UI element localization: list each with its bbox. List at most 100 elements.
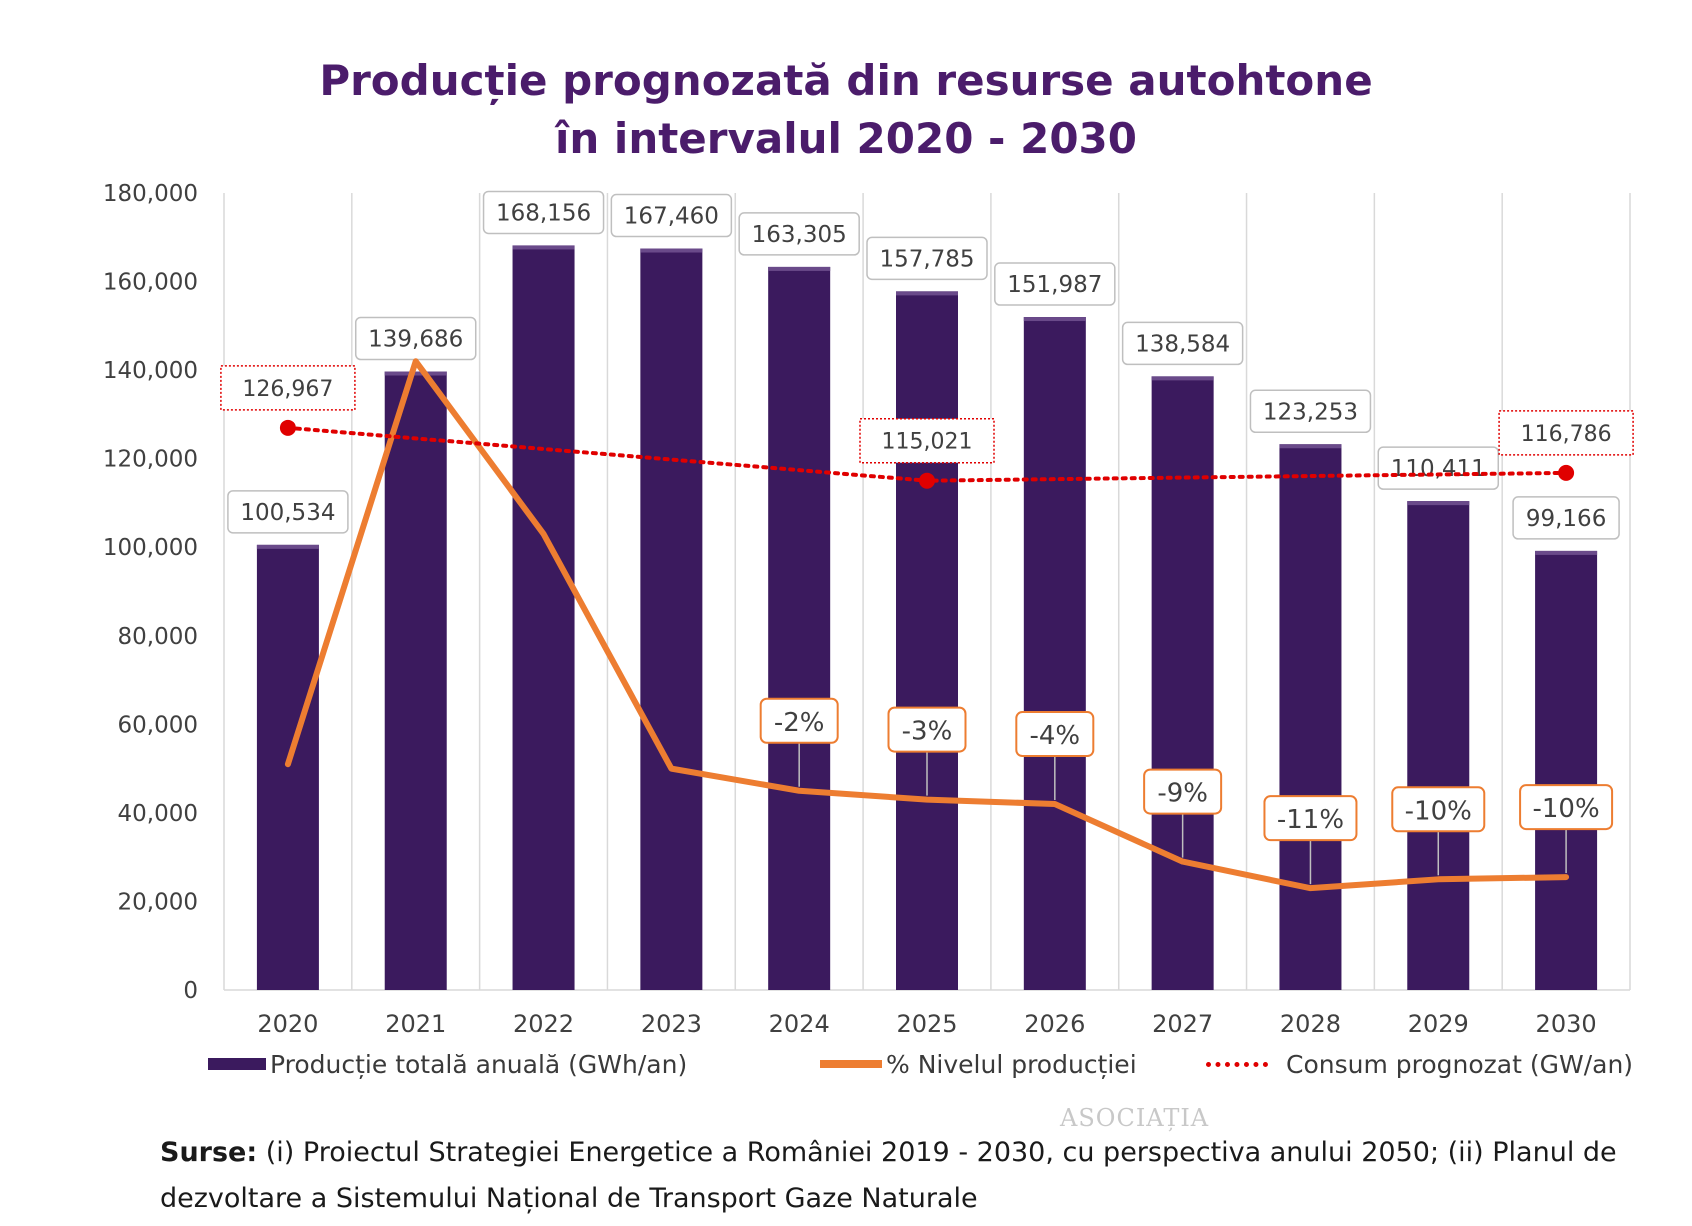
bar-top-edge bbox=[768, 266, 831, 271]
bar-data-label-box bbox=[738, 212, 860, 256]
consumption-label-box bbox=[1498, 410, 1634, 456]
line-point bbox=[1053, 803, 1056, 806]
line-point bbox=[414, 360, 417, 363]
y-tick-label: 40,000 bbox=[118, 801, 198, 827]
bar-production bbox=[896, 291, 958, 990]
bar-production bbox=[1023, 317, 1086, 990]
source-label: Surse: bbox=[160, 1137, 258, 1168]
y-tick-label: 0 bbox=[183, 978, 198, 1004]
legend-dotted-swatch bbox=[1206, 1061, 1268, 1067]
bar-top-edge bbox=[384, 371, 447, 376]
consumption-label: 116,786 bbox=[1521, 422, 1612, 447]
y-tick-label: 120,000 bbox=[103, 447, 198, 473]
watermark: ASOCIAȚIA bbox=[1060, 1104, 1210, 1132]
bar-data-label: 110,411 bbox=[1391, 456, 1486, 482]
bar-top-edge bbox=[256, 544, 319, 549]
bar-production bbox=[1407, 501, 1470, 990]
consumption-label-box bbox=[859, 417, 995, 464]
source-note: Surse: (i) Proiectul Strategiei Energeti… bbox=[160, 1130, 1640, 1222]
bar-production bbox=[640, 248, 703, 990]
percent-label-box bbox=[1519, 784, 1614, 831]
bar-top-edge bbox=[1535, 550, 1598, 555]
chart-title: Producție prognozată din resurse autohto… bbox=[0, 52, 1692, 168]
legend-label-level: % Nivelul producției bbox=[886, 1049, 1137, 1079]
percent-label-box bbox=[1143, 768, 1223, 815]
bar-top-edge bbox=[640, 248, 703, 253]
x-tick-label: 2020 bbox=[257, 1010, 318, 1038]
legend-label-production: Producție totală anuală (GWh/an) bbox=[270, 1049, 688, 1079]
bar-top-edge bbox=[896, 291, 958, 296]
bar-data-label: 138,584 bbox=[1135, 331, 1230, 357]
y-tick-label: 100,000 bbox=[103, 535, 198, 561]
bar-data-label: 163,305 bbox=[752, 222, 847, 248]
bar-data-label-box bbox=[1249, 389, 1372, 434]
consumption-point bbox=[919, 472, 935, 489]
bar-data-label-box bbox=[610, 193, 733, 238]
percent-label-box bbox=[1015, 711, 1095, 758]
bar-production bbox=[384, 371, 447, 990]
bar-top-edge bbox=[1023, 317, 1086, 322]
source-text: (i) Proiectul Strategiei Energetice a Ro… bbox=[160, 1137, 1617, 1214]
bar-top-edge bbox=[1407, 501, 1470, 506]
bar-data-label-box bbox=[1512, 496, 1620, 540]
line-point bbox=[670, 767, 673, 770]
bar-production bbox=[512, 245, 575, 990]
bar-production bbox=[1151, 376, 1214, 990]
bar-production bbox=[768, 266, 831, 990]
bar-data-label: 157,785 bbox=[879, 246, 974, 272]
bar-data-label-box bbox=[482, 190, 605, 235]
line-point bbox=[926, 798, 928, 801]
line-point bbox=[286, 763, 289, 766]
legend-item-level: % Nivelul producției bbox=[820, 1044, 1137, 1084]
legend-label-consumption: Consum prognozat (GW/an) bbox=[1286, 1049, 1634, 1079]
percent-label: -11% bbox=[1277, 805, 1344, 835]
bar-top-edge bbox=[512, 245, 575, 250]
y-tick-label: 60,000 bbox=[118, 712, 198, 738]
percent-label: -10% bbox=[1405, 796, 1472, 826]
x-tick-label: 2024 bbox=[769, 1010, 830, 1038]
bar-data-label: 99,166 bbox=[1526, 506, 1606, 532]
line-point bbox=[798, 789, 801, 792]
x-tick-label: 2023 bbox=[641, 1010, 702, 1038]
x-tick-label: 2029 bbox=[1408, 1010, 1469, 1038]
x-tick-label: 2022 bbox=[513, 1010, 574, 1038]
line-point bbox=[542, 532, 545, 535]
consumption-label: 115,021 bbox=[882, 430, 973, 455]
percent-label: -10% bbox=[1533, 794, 1600, 824]
legend-item-production: Producție totală anuală (GWh/an) bbox=[208, 1044, 687, 1084]
consumption-label: 126,967 bbox=[242, 377, 333, 402]
y-tick-label: 20,000 bbox=[118, 889, 198, 915]
x-tick-label: 2026 bbox=[1024, 1010, 1085, 1038]
legend-item-consumption: Consum prognozat (GW/an) bbox=[1206, 1044, 1633, 1084]
bar-production bbox=[1535, 550, 1598, 990]
consumption-label-box bbox=[220, 365, 356, 411]
y-tick-label: 140,000 bbox=[103, 358, 198, 384]
x-tick-label: 2028 bbox=[1280, 1010, 1341, 1038]
y-tick-label: 80,000 bbox=[118, 624, 198, 650]
bar-production bbox=[1279, 444, 1342, 991]
line-point bbox=[1565, 876, 1568, 879]
bar-data-label: 123,253 bbox=[1263, 399, 1358, 425]
x-tick-label: 2021 bbox=[385, 1010, 446, 1038]
bar-data-label-box bbox=[1121, 321, 1244, 366]
bar-data-label-box bbox=[1377, 446, 1500, 490]
bar-data-label: 151,987 bbox=[1007, 272, 1102, 298]
y-tick-label: 160,000 bbox=[103, 270, 198, 296]
consumption-point bbox=[279, 419, 296, 436]
x-tick-label: 2030 bbox=[1536, 1010, 1597, 1038]
bar-data-label: 139,686 bbox=[368, 327, 463, 353]
bar-data-label-box bbox=[994, 262, 1116, 306]
percent-label-box bbox=[887, 706, 967, 753]
percent-label: -4% bbox=[1029, 721, 1080, 751]
bar-production bbox=[256, 544, 319, 990]
percent-label: -3% bbox=[902, 717, 953, 747]
legend-line-swatch bbox=[820, 1060, 882, 1068]
percent-label-box bbox=[759, 697, 839, 744]
legend-bar-swatch bbox=[208, 1058, 266, 1070]
line-point bbox=[1181, 860, 1184, 863]
percent-label: -9% bbox=[1157, 779, 1208, 809]
chart-title-line-1: Producție prognozată din resurse autohto… bbox=[319, 56, 1373, 105]
x-tick-label: 2027 bbox=[1152, 1010, 1213, 1038]
bar-data-label: 100,534 bbox=[240, 500, 335, 526]
